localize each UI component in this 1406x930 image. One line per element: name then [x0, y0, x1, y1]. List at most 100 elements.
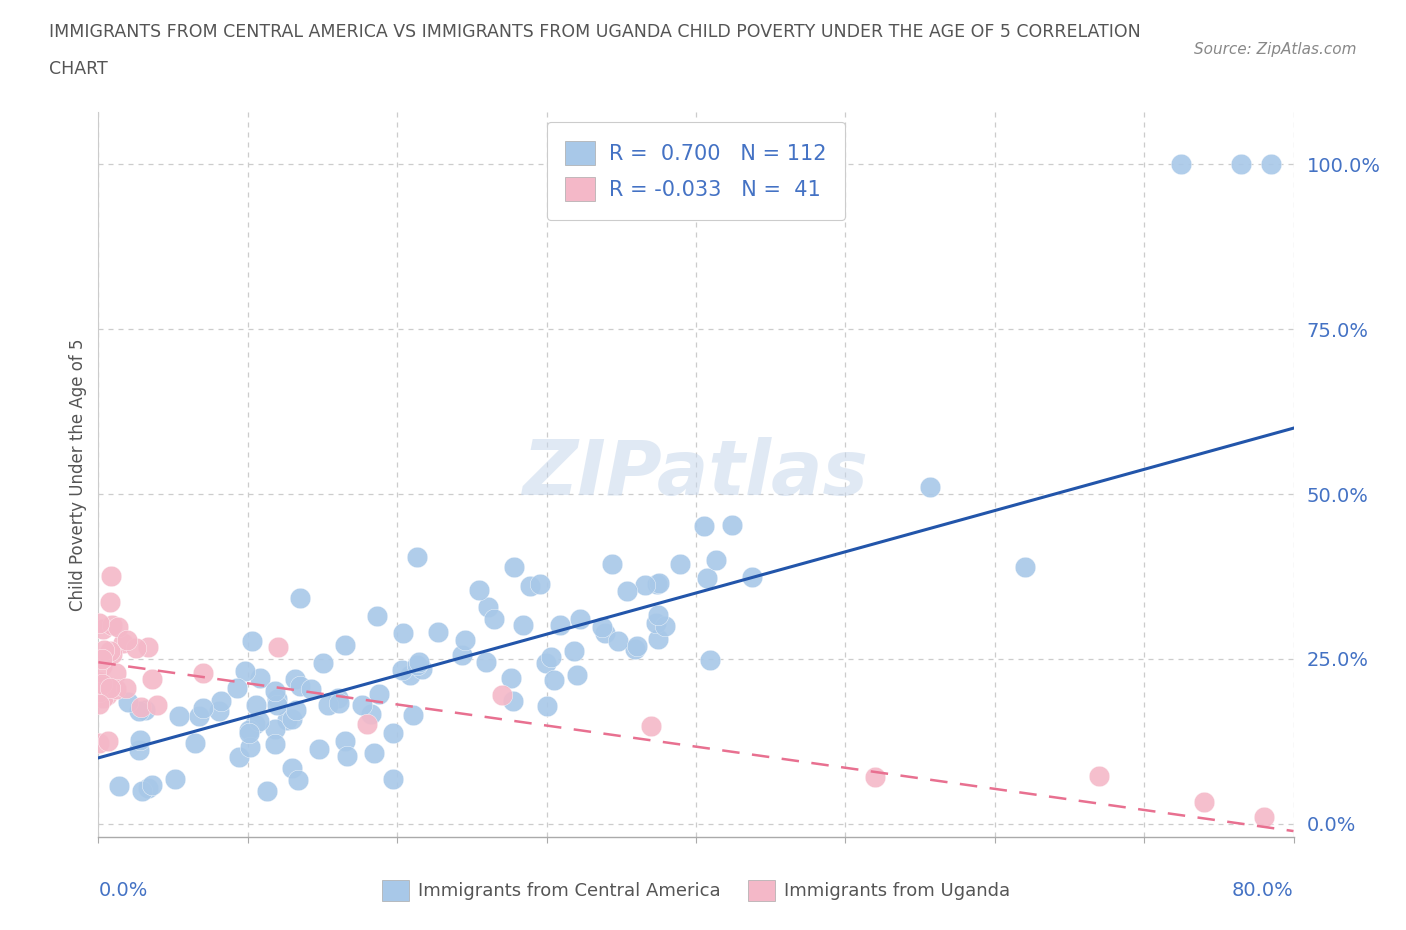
Point — [540, 650, 562, 665]
Point — [534, 656, 557, 671]
Point — [87, 674, 110, 689]
Point — [93, 643, 115, 658]
Point — [477, 599, 499, 614]
Point — [97, 734, 120, 749]
Point — [626, 638, 648, 653]
Point — [89, 736, 111, 751]
Point — [105, 665, 128, 680]
Point — [647, 607, 669, 622]
Point — [287, 773, 309, 788]
Point — [128, 704, 150, 719]
Point — [267, 639, 290, 654]
Point — [503, 559, 526, 574]
Text: CHART: CHART — [49, 60, 108, 78]
Point — [141, 671, 163, 686]
Point — [125, 641, 148, 656]
Point — [141, 777, 163, 792]
Point — [543, 672, 565, 687]
Point — [624, 642, 647, 657]
Point — [363, 746, 385, 761]
Y-axis label: Child Poverty Under the Age of 5: Child Poverty Under the Age of 5 — [69, 338, 87, 611]
Point — [451, 647, 474, 662]
Point — [326, 690, 349, 705]
Point — [238, 723, 260, 737]
Point — [266, 698, 288, 712]
Point — [167, 709, 190, 724]
Point — [115, 633, 138, 648]
Point — [640, 719, 662, 734]
Point — [654, 618, 676, 633]
Point — [499, 671, 522, 685]
Point — [408, 655, 430, 670]
Text: ZIPatlas: ZIPatlas — [523, 437, 869, 512]
Point — [129, 733, 152, 748]
Point — [256, 783, 278, 798]
Point — [308, 741, 330, 756]
Point — [193, 701, 215, 716]
Point — [512, 618, 534, 632]
Point — [281, 711, 304, 726]
Point — [567, 668, 589, 683]
Point — [184, 736, 207, 751]
Point — [233, 664, 256, 679]
Point — [240, 633, 263, 648]
Point — [454, 632, 477, 647]
Point — [569, 612, 592, 627]
Point — [405, 658, 427, 672]
Point — [209, 693, 232, 708]
Point — [100, 646, 122, 661]
Point — [350, 698, 373, 712]
Point — [1192, 795, 1215, 810]
Point — [366, 609, 388, 624]
Point — [266, 691, 288, 706]
Point — [648, 576, 671, 591]
Point — [402, 707, 425, 722]
Point — [101, 618, 124, 632]
Point — [600, 557, 623, 572]
Point — [128, 743, 150, 758]
Point — [484, 611, 506, 626]
Point — [467, 583, 489, 598]
Point — [91, 690, 114, 705]
Point — [669, 556, 692, 571]
Point — [399, 668, 422, 683]
Point — [382, 772, 405, 787]
Point — [519, 579, 541, 594]
Point — [91, 658, 114, 673]
Point — [238, 725, 260, 740]
Point — [188, 709, 211, 724]
Point — [90, 676, 112, 691]
Point — [208, 703, 231, 718]
Point — [502, 694, 524, 709]
Point — [491, 687, 513, 702]
Point — [918, 479, 941, 494]
Point — [98, 681, 121, 696]
Point — [228, 750, 250, 764]
Point — [249, 671, 271, 685]
Point — [96, 687, 118, 702]
Point — [285, 703, 308, 718]
Point — [1014, 559, 1036, 574]
Point — [645, 577, 668, 591]
Point — [328, 696, 350, 711]
Point — [392, 625, 415, 640]
Point — [591, 619, 613, 634]
Point — [318, 698, 340, 712]
Point — [134, 703, 156, 718]
Point — [312, 656, 335, 671]
Point — [97, 680, 120, 695]
Text: IMMIGRANTS FROM CENTRAL AMERICA VS IMMIGRANTS FROM UGANDA CHILD POVERTY UNDER TH: IMMIGRANTS FROM CENTRAL AMERICA VS IMMIG… — [49, 23, 1140, 41]
Point — [191, 665, 214, 680]
Point — [644, 616, 666, 631]
Point — [112, 636, 135, 651]
Point — [548, 618, 571, 633]
Point — [115, 681, 138, 696]
Point — [1260, 157, 1282, 172]
Point — [104, 682, 127, 697]
Point — [536, 698, 558, 713]
Point — [699, 653, 721, 668]
Point — [1253, 810, 1275, 825]
Text: 80.0%: 80.0% — [1232, 881, 1294, 899]
Point — [633, 578, 655, 593]
Point — [391, 663, 413, 678]
